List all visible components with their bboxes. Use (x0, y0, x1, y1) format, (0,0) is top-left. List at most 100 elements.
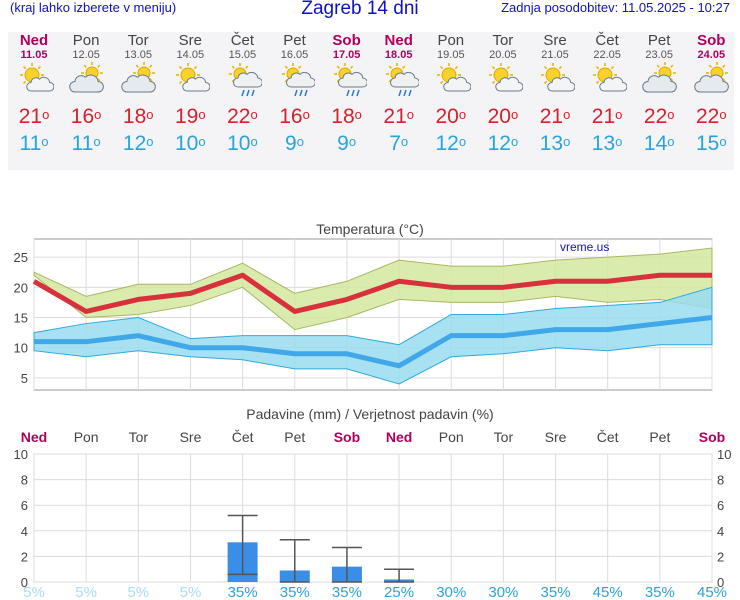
y-tick-label: 25 (14, 250, 28, 265)
day-date: 14.05 (176, 49, 205, 61)
chart-title: Padavine (mm) / Verjetnost padavin (%) (246, 406, 493, 422)
day-date: 17.05 (332, 49, 361, 61)
precip-probability-label: 35% (541, 584, 571, 600)
temp-min: 7o (389, 132, 409, 155)
y-tick-label: 20 (14, 280, 28, 295)
chart-title: Temperatura (°C) (316, 221, 424, 237)
sun-cloud-icon (581, 61, 633, 103)
temp-max: 20o (487, 105, 519, 128)
precip-probability-label: 35% (228, 584, 258, 600)
x-category-label: Tor (129, 429, 149, 445)
temp-max: 20o (435, 105, 467, 128)
x-category-label: Čet (232, 429, 254, 445)
x-category-label: Sre (180, 429, 202, 445)
temp-max: 22o (643, 105, 675, 128)
y-tick-label: 15 (14, 311, 28, 326)
day-column: Pet 23.05 22o 14o (633, 32, 685, 157)
day-column: Čet 15.05 22o 10o (216, 32, 268, 157)
precip-probability-label: 5% (127, 584, 149, 600)
x-category-label: Pon (439, 429, 464, 445)
day-column: Ned 18.05 21o 7o (373, 32, 425, 157)
y-tick-label-right: 2 (717, 549, 724, 564)
x-category-label: Ned (21, 429, 47, 445)
day-name: Sre (543, 32, 567, 49)
temp-min: 12o (435, 132, 467, 155)
day-date: 19.05 (437, 49, 465, 61)
day-column: Pon 12.05 16o 11o (60, 32, 112, 157)
sun-cloud-rain-icon (321, 61, 373, 103)
series-max-line (32, 272, 712, 314)
sun-cloud-rain-icon (373, 61, 425, 103)
y-tick-label-right: 10 (717, 447, 731, 462)
day-date: 13.05 (124, 49, 152, 61)
temp-min: 11o (19, 132, 49, 155)
y-tick-label-right: 0 (717, 575, 724, 590)
y-tick-label: 6 (21, 498, 28, 513)
x-category-label: Ned (386, 429, 412, 445)
temp-max: 21o (591, 105, 623, 128)
day-column: Sob 24.05 22o 15o (685, 32, 737, 157)
plot-area (33, 453, 713, 583)
day-name: Čet (230, 32, 255, 49)
day-date: 12.05 (72, 49, 100, 61)
y-tick-label-right: 4 (717, 524, 724, 539)
precip-probability-label: 45% (593, 584, 623, 600)
day-name: Pet (283, 32, 306, 49)
sun-cloud-rain-icon (216, 61, 268, 103)
x-category-label: Čet (597, 429, 619, 445)
temp-max: 18o (331, 105, 362, 128)
y-tick-label-right: 8 (717, 473, 724, 488)
series-min-range-band (33, 286, 713, 385)
sun-cloud-icon (477, 61, 529, 103)
cloud-sun-icon (112, 61, 164, 103)
x-category-label: Tor (494, 429, 514, 445)
temp-min: 13o (591, 132, 623, 155)
day-name: Pet (647, 32, 671, 49)
day-date: 18.05 (384, 49, 413, 61)
sun-cloud-rain-icon (269, 61, 321, 103)
day-column: Sob 17.05 18o 9o (321, 32, 373, 157)
day-column: Pon 19.05 20o 12o (425, 32, 477, 157)
temp-min: 9o (337, 132, 357, 155)
temp-min: 13o (539, 132, 571, 155)
precip-probability-label: 35% (332, 584, 362, 600)
x-category-label: Sob (699, 429, 725, 445)
day-date: 23.05 (645, 49, 673, 61)
day-date: 22.05 (593, 49, 621, 61)
temp-min: 12o (122, 132, 154, 155)
day-name: Pon (72, 32, 100, 49)
temp-min: 15o (696, 132, 727, 155)
sun-cloud-icon (425, 61, 477, 103)
day-date: 11.05 (20, 49, 48, 61)
x-category-label: Sre (545, 429, 567, 445)
day-column: Tor 20.05 20o 12o (477, 32, 529, 157)
temp-min: 11o (71, 132, 101, 155)
temp-min: 9o (285, 132, 304, 155)
day-name: Ned (19, 32, 49, 49)
day-date: 24.05 (697, 49, 726, 61)
x-category-label: Pet (284, 429, 305, 445)
day-column: Sre 21.05 21o 13o (529, 32, 581, 157)
watermark: vreme.us (560, 240, 609, 254)
day-date: 21.05 (541, 49, 569, 61)
series-min-line (34, 315, 713, 369)
day-date: 15.05 (228, 49, 257, 61)
x-category-label: Pon (74, 429, 99, 445)
x-category-label: Pet (649, 429, 670, 445)
precip-probability-label: 30% (436, 584, 466, 600)
cloud-sun-icon (633, 61, 685, 103)
day-column: Pet 16.05 16o 9o (269, 32, 321, 157)
precip-probability-label: 30% (488, 584, 518, 600)
sun-cloud-icon (529, 61, 581, 103)
day-column: Čet 22.05 21o 13o (581, 32, 633, 157)
day-column: Tor 13.05 18o 12o (112, 32, 164, 157)
y-tick-label: 10 (14, 447, 28, 462)
temp-max: 22o (696, 105, 727, 128)
temp-max: 16o (70, 105, 102, 128)
y-tick-label: 8 (21, 473, 28, 488)
day-date: 16.05 (280, 49, 309, 61)
y-tick-label-right: 6 (717, 498, 724, 513)
menu-hint: (kraj lahko izberete v meniju) (10, 0, 177, 15)
sun-cloud-icon (164, 61, 216, 103)
day-name: Sre (178, 32, 202, 49)
